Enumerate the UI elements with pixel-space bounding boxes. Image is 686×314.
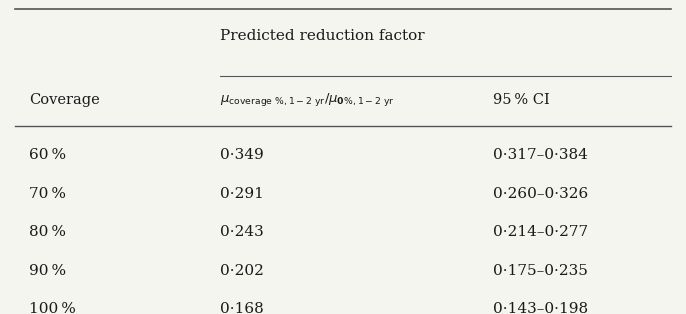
Text: 0·291: 0·291 <box>220 187 264 201</box>
Text: 0·260–0·326: 0·260–0·326 <box>493 187 589 201</box>
Text: 0·243: 0·243 <box>220 225 264 239</box>
Text: 70 %: 70 % <box>29 187 66 201</box>
Text: 100 %: 100 % <box>29 302 75 314</box>
Text: 0·202: 0·202 <box>220 264 264 278</box>
Text: 0·143–0·198: 0·143–0·198 <box>493 302 589 314</box>
Text: $\mu_{\rm coverage\ \%,1-2\ yr}$/$\mu_{\bf 0\rm \%,1-2\ yr}$: $\mu_{\rm coverage\ \%,1-2\ yr}$/$\mu_{\… <box>220 91 394 108</box>
Text: Coverage: Coverage <box>29 93 99 107</box>
Text: 60 %: 60 % <box>29 149 66 162</box>
Text: 0·214–0·277: 0·214–0·277 <box>493 225 589 239</box>
Text: 95 % CI: 95 % CI <box>493 93 550 107</box>
Text: 90 %: 90 % <box>29 264 66 278</box>
Text: 0·175–0·235: 0·175–0·235 <box>493 264 588 278</box>
Text: 0·168: 0·168 <box>220 302 264 314</box>
Text: 80 %: 80 % <box>29 225 66 239</box>
Text: 0·349: 0·349 <box>220 149 264 162</box>
Text: Predicted reduction factor: Predicted reduction factor <box>220 29 425 43</box>
Text: 0·317–0·384: 0·317–0·384 <box>493 149 588 162</box>
